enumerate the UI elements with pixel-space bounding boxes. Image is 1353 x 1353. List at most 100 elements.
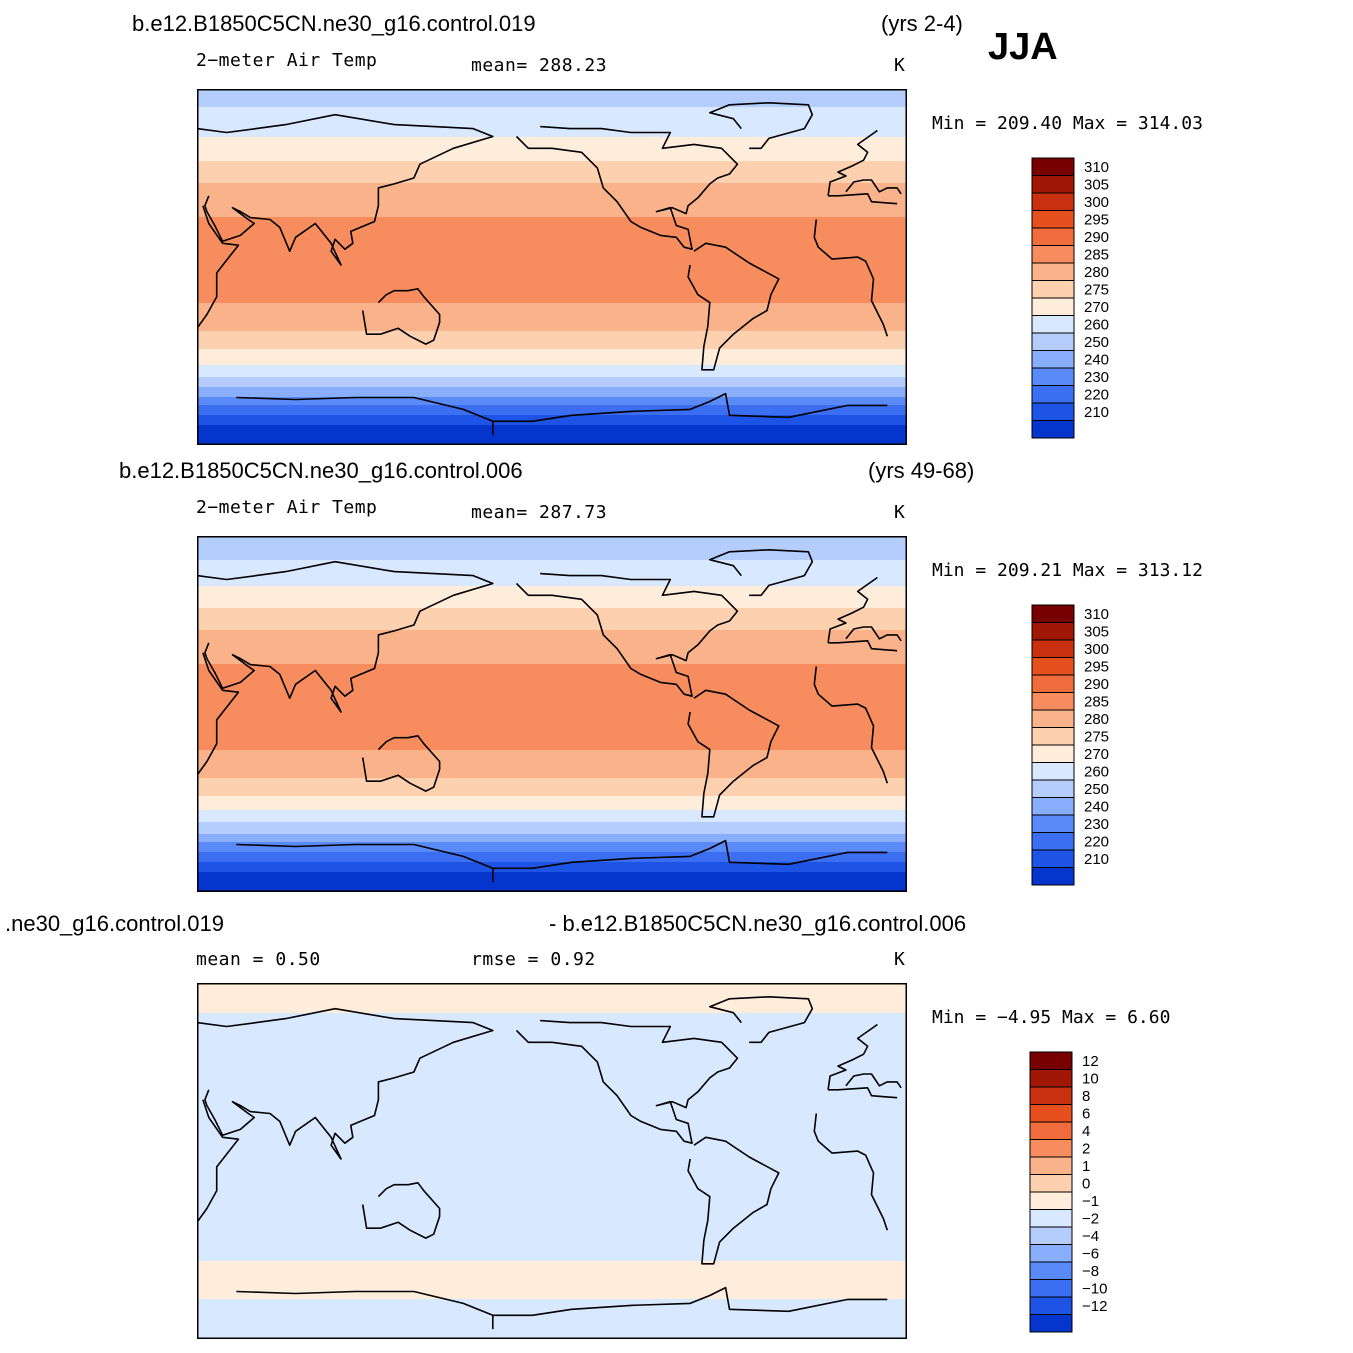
map-band [197,401,907,404]
map-band [197,399,907,402]
map-band [197,622,907,625]
colorbar-tick-label: 8 [1082,1088,1090,1105]
colorbar-tick-label: 210 [1084,851,1109,868]
map-band [197,119,907,122]
colorbar-box [1029,1261,1073,1280]
map-band [197,285,907,288]
map-band [197,796,907,799]
map-band [197,1069,907,1072]
map-band [197,273,907,276]
coastline [361,735,441,792]
map-band [197,289,907,292]
map-band [197,834,907,837]
coastline [236,1286,888,1330]
map-band [197,566,907,569]
map-band [197,313,907,316]
map-band [197,991,907,994]
map-band [197,1019,907,1022]
map-band [197,842,907,845]
colorbar-tick-label: −4 [1082,1228,1099,1245]
map-band [197,409,907,412]
map-band [197,325,907,328]
map-band [197,203,907,206]
map-band [197,1253,907,1256]
map-band [197,1111,907,1114]
map-band [197,1271,907,1274]
map-band [197,121,907,124]
panel1-units: K [894,55,906,76]
map-band [197,574,907,577]
map-band [197,1133,907,1136]
map-band [197,818,907,821]
panel1-map [197,89,907,445]
map-band [197,858,907,861]
map-band [197,728,907,731]
map-band [197,1005,907,1008]
panel2-years: (yrs 49-68) [868,458,975,483]
map-band [197,1173,907,1176]
panel2-map [197,536,907,892]
map-band [197,800,907,803]
map-band [197,786,907,789]
colorbar-box [1031,262,1075,281]
colorbar-box [1031,692,1075,711]
map-band [197,736,907,739]
map-band [197,191,907,194]
colorbar-box [1031,280,1075,299]
map-band [197,243,907,246]
colorbar-box [1031,797,1075,816]
map-band [197,227,907,230]
map-band [197,1243,907,1246]
map-band [197,1175,907,1178]
map-band [197,213,907,216]
map-band [197,1047,907,1050]
map-band [197,558,907,561]
map-band [197,279,907,282]
map-frame [197,89,907,445]
map-band [197,830,907,833]
map-band [197,1267,907,1270]
map-band [197,1017,907,1020]
map-band [197,1159,907,1162]
coastline [687,1136,780,1265]
map-band [197,550,907,553]
colorbar-box [1031,367,1075,386]
map-band [197,169,907,172]
map-band [197,556,907,559]
colorbar-tick-label: 305 [1084,623,1109,640]
map-band [197,201,907,204]
map-band [197,985,907,988]
map-band [197,702,907,705]
map-band [197,596,907,599]
map-band [197,1309,907,1312]
map-band [197,1203,907,1206]
map-band [197,856,907,859]
colorbar-box [1031,779,1075,798]
map-band [197,682,907,685]
map-band [197,183,907,186]
panel3-subtracted-case: - b.e12.B1850C5CN.ne30_g16.control.006 [549,911,967,936]
map-band [197,1287,907,1290]
map-band [197,363,907,366]
map-band [197,1325,907,1328]
map-band [197,349,907,352]
map-band [197,780,907,783]
map-band [197,269,907,272]
map-band [197,403,907,406]
map-band [197,664,907,667]
map-band [197,425,907,428]
map-band [197,135,907,138]
map-band [197,179,907,182]
map-band [197,764,907,767]
map-band [197,700,907,703]
map-band [197,1037,907,1040]
map-band [197,1137,907,1140]
map-band [197,602,907,605]
panel3-rmse: rmse = 0.92 [471,949,596,970]
map-band [197,564,907,567]
map-band [197,1071,907,1074]
map-band [197,1167,907,1170]
colorbar-box [1031,350,1075,369]
map-band [197,241,907,244]
map-band [197,1153,907,1156]
